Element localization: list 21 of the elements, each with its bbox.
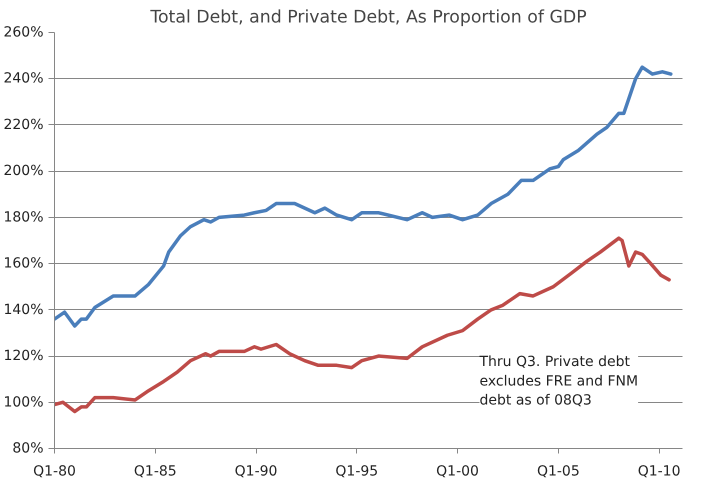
x-tick-label: Q1-95 (335, 464, 378, 480)
x-tick-label: Q1-00 (436, 464, 479, 480)
y-tick-label: 160% (3, 256, 44, 272)
y-tick-label: 100% (3, 394, 44, 410)
y-tick-label: 200% (3, 163, 44, 180)
x-tick-label: Q1-90 (234, 464, 278, 480)
y-tick-label: 260% (3, 24, 44, 40)
line-series (54, 236, 671, 414)
x-tick-label: Q1-80 (33, 464, 76, 480)
x-tick-label: Q1-85 (134, 464, 177, 480)
chart-title: Total Debt, and Private Debt, As Proportion of GDP (149, 8, 587, 28)
y-tick-label: 80% (12, 440, 44, 456)
annotation: Thru Q3. Private debt excludes FRE and FNM debt as of 08Q3 (478, 354, 638, 408)
x-tick-label: Q1-10 (638, 464, 681, 480)
y-tick-label: 140% (3, 302, 44, 318)
y-tick-label: 220% (3, 116, 44, 133)
x-tick-label: Q1-05 (536, 464, 580, 480)
line-series (54, 65, 673, 328)
y-tick-label: 180% (3, 209, 44, 226)
y-tick-label: 240% (3, 70, 44, 87)
y-tick-label: 120% (3, 348, 44, 364)
